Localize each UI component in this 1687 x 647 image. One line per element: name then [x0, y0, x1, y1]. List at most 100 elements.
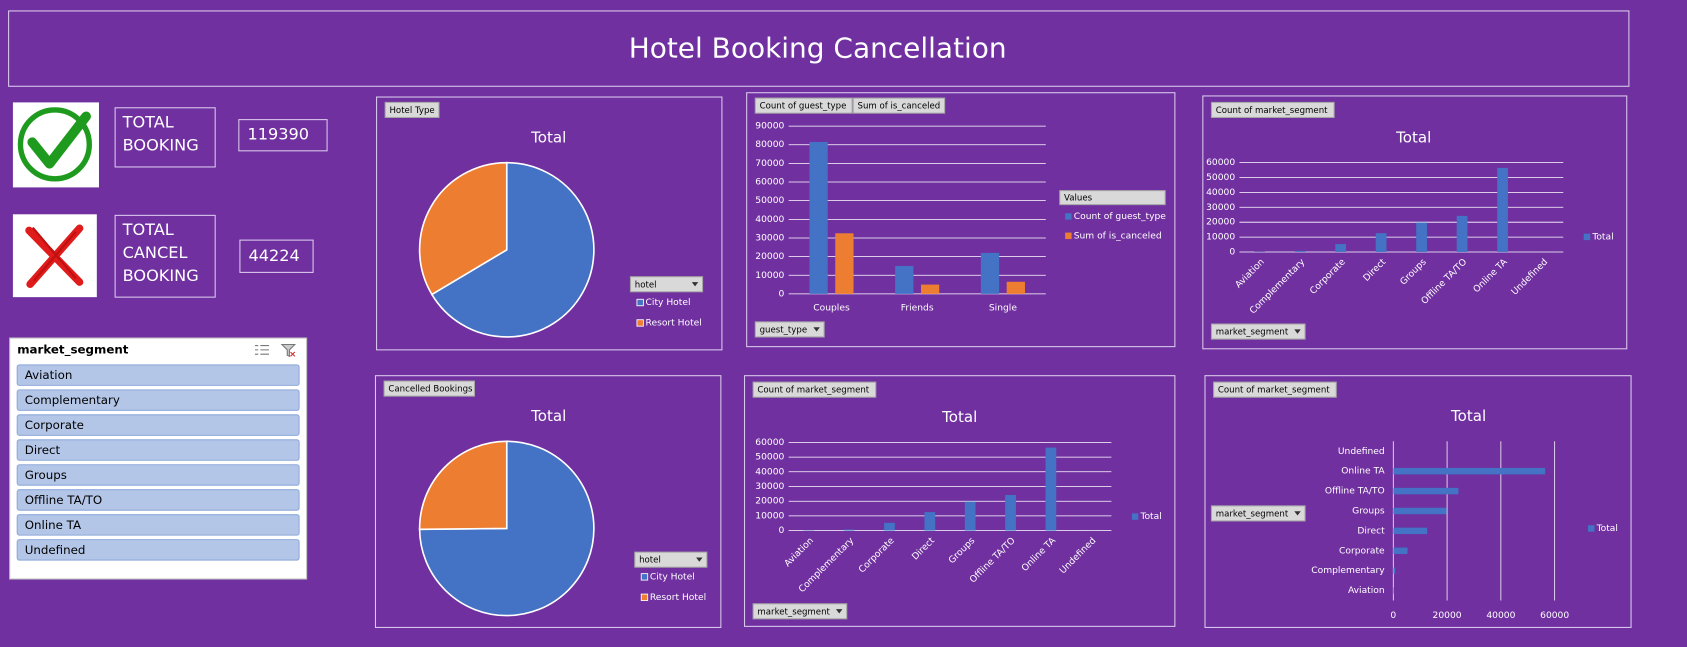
chart-title: Total — [941, 408, 977, 426]
field-dropdown[interactable] — [752, 603, 848, 620]
bar — [835, 233, 854, 294]
chart-panel — [376, 96, 723, 351]
dashboard-title: Hotel Booking Cancellation — [629, 32, 1007, 65]
slicer-item-label: Corporate — [25, 418, 84, 432]
chart-title: Total — [1450, 407, 1486, 425]
field-button[interactable] — [1213, 381, 1337, 398]
y-tick-label: 10000 — [755, 271, 784, 281]
x-tick-label: 40000 — [1486, 611, 1515, 621]
y-tick-label: 60000 — [755, 438, 784, 448]
y-tick-label: 20000 — [1206, 218, 1235, 228]
slicer-item-label: Groups — [25, 468, 67, 482]
slicer-item-label: Complementary — [25, 393, 120, 407]
pie-slice — [418, 440, 595, 617]
y-tick-label: 40000 — [755, 467, 784, 477]
bar — [1045, 447, 1057, 531]
legend-label: City Hotel — [646, 298, 691, 308]
chart-title: Total — [1395, 128, 1431, 146]
y-tick-label: 0 — [779, 289, 785, 299]
slicer-item[interactable] — [16, 464, 300, 486]
dropdown-arrow — [1294, 329, 1301, 334]
slicer-icons — [254, 343, 297, 358]
field-button[interactable] — [383, 380, 476, 397]
y-tick-label: Offline TA/TO — [1325, 487, 1385, 497]
bar — [1456, 215, 1468, 252]
dropdown-arrow — [696, 557, 703, 562]
field-dropdown[interactable] — [1210, 505, 1306, 522]
field-dropdown-label: guest_type — [760, 325, 808, 335]
field-dropdown-label: hotel — [635, 280, 657, 290]
slicer-item-label: Online TA — [25, 518, 81, 532]
field-button[interactable] — [752, 381, 877, 398]
slicer-item[interactable] — [16, 389, 300, 411]
y-tick-label: Online TA — [1341, 467, 1385, 477]
y-tick-label: Corporate — [1339, 546, 1385, 556]
title-box — [8, 10, 1630, 87]
field-dropdown[interactable] — [1210, 323, 1306, 340]
bar — [1393, 487, 1459, 495]
legend-label: Total — [1596, 524, 1618, 534]
slicer-item[interactable] — [16, 514, 300, 536]
bar — [1393, 567, 1396, 574]
y-tick-label: Groups — [1352, 506, 1385, 516]
legend-swatch — [1131, 513, 1139, 520]
kpi-value-box — [238, 119, 328, 152]
legend-label: City Hotel — [650, 572, 695, 582]
field-button[interactable] — [852, 97, 946, 114]
y-tick-label: 60000 — [755, 178, 784, 188]
field-dropdown[interactable] — [634, 551, 708, 568]
x-tick-label: Online TA — [1472, 257, 1510, 295]
bar — [1294, 250, 1306, 252]
slicer-item[interactable] — [16, 414, 300, 436]
y-tick-label: 70000 — [755, 159, 784, 169]
dropdown-arrow — [1294, 511, 1301, 516]
bar — [1497, 167, 1508, 252]
field-button[interactable] — [384, 101, 440, 119]
y-tick-label: 40000 — [1206, 188, 1235, 198]
field-dropdown-label: hotel — [639, 556, 661, 566]
legend-label: Resort Hotel — [650, 593, 706, 603]
slicer-item[interactable] — [16, 439, 300, 461]
slicer-item[interactable] — [16, 539, 300, 561]
y-tick-label: 0 — [779, 526, 785, 536]
field-button[interactable] — [1210, 101, 1335, 119]
y-tick-label: 20000 — [755, 252, 784, 262]
x-tick-label: Single — [989, 303, 1017, 313]
x-tick-label: Corporate — [857, 536, 897, 576]
x-tick-label: Direct — [911, 536, 938, 563]
field-button-label: Cancelled Bookings — [388, 385, 473, 395]
field-dropdown[interactable] — [754, 321, 825, 338]
y-tick-label: 10000 — [755, 511, 784, 521]
field-button-label: Count of market_segment — [1216, 106, 1328, 116]
bar — [884, 522, 895, 531]
y-tick-label: 30000 — [755, 482, 784, 492]
field-dropdown[interactable] — [629, 276, 704, 293]
x-tick-label: Groups — [1399, 257, 1429, 287]
field-button-label: Count of market_segment — [757, 386, 869, 396]
legend-swatch — [1588, 525, 1595, 532]
chart-title: Total — [530, 407, 566, 425]
bar — [1393, 587, 1394, 594]
y-tick-label: 60000 — [1206, 158, 1235, 168]
legend-label: Total — [1591, 232, 1613, 242]
field-button[interactable] — [754, 97, 853, 114]
chart-panel — [743, 375, 1176, 627]
kpi-label-box — [114, 214, 216, 298]
bar — [895, 265, 914, 294]
y-tick-label: Direct — [1357, 526, 1385, 536]
kpi-label: TOTAL — [122, 220, 174, 239]
bar — [924, 512, 936, 531]
slicer-title: market_segment — [17, 342, 129, 357]
slicer-item[interactable] — [16, 364, 300, 386]
y-tick-label: 10000 — [1206, 233, 1235, 243]
kpi-label: CANCEL — [123, 243, 188, 262]
y-tick-label: 30000 — [1206, 203, 1235, 213]
x-tick-label: Online TA — [1020, 536, 1058, 574]
y-tick-label: 90000 — [755, 122, 784, 132]
slicer-item[interactable] — [16, 489, 300, 511]
bar — [1393, 507, 1447, 515]
y-tick-label: 50000 — [1206, 173, 1235, 183]
pie-slice — [418, 440, 508, 531]
x-tick-label: Undefined — [1058, 536, 1098, 576]
